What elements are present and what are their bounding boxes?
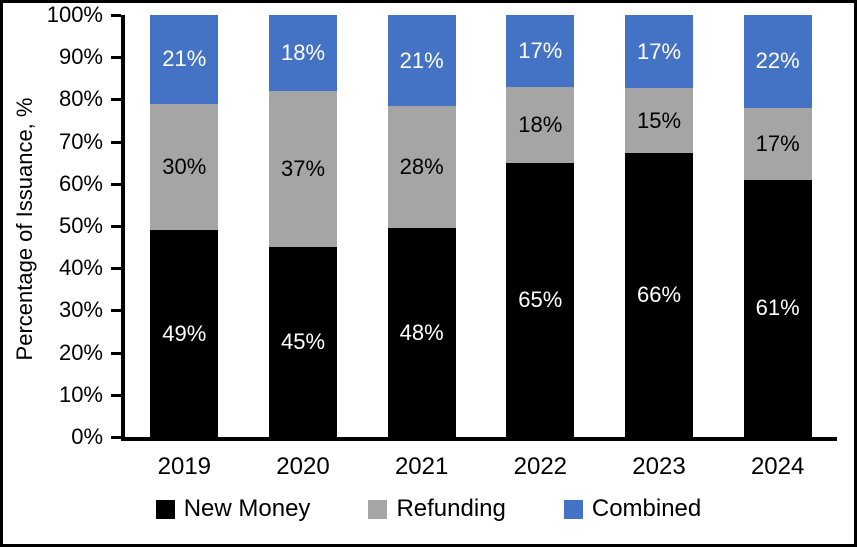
legend-item-refunding: Refunding [368,495,506,523]
y-tick-mark [111,309,121,313]
y-tick-mark [111,182,121,186]
y-tick-mark [111,225,121,228]
bar-segment-combined [150,15,219,104]
bar-segment-new-money [506,162,575,437]
y-tick-label: 20% [58,339,103,365]
y-tick-mark [111,351,121,355]
x-tick-label: 2020 [276,453,330,480]
bar-segment-combined [625,15,693,89]
x-tick-label: 2023 [632,453,686,480]
bar-segment-refunding [506,86,575,163]
x-tick-label: 2019 [157,453,212,480]
legend-label: Refunding [396,495,506,522]
bar-segment-new-money [625,152,693,437]
y-tick-mark [111,393,121,397]
bar-segment-refunding [269,90,337,248]
x-tick-label: 2024 [750,453,805,480]
y-tick-label: 40% [58,255,103,281]
bar-segment-new-money [150,230,219,437]
x-tick-label: 2022 [513,453,568,480]
y-tick-mark [111,267,121,271]
y-tick-label: 0% [71,424,103,449]
y-tick-mark [111,436,121,439]
bar-segment-combined [506,15,575,87]
bar-segment-refunding [150,103,219,231]
bar-segment-combined [743,15,812,108]
bar-segment-new-money [743,179,812,437]
legend-label: New Money [183,495,311,522]
bar-segment-new-money [387,228,456,437]
y-tick-label: 70% [58,128,103,154]
bar-segment-new-money [269,247,337,437]
y-tick-mark [111,14,121,17]
legend: New Money Refunding Combined [3,495,854,523]
y-tick-label: 90% [58,44,103,70]
y-tick-label: 30% [58,297,103,323]
x-tick-label: 2021 [394,453,449,480]
y-tick-mark [111,56,121,60]
y-tick-label: 80% [58,86,103,112]
legend-label: Combined [591,495,702,522]
bar-segment-refunding [743,107,812,180]
legend-swatch-icon [563,499,583,519]
y-tick-mark [111,140,121,144]
bar-segment-combined [269,15,337,91]
legend-item-new-money: New Money [155,495,311,523]
legend-swatch-icon [368,499,388,519]
plot-area: 49% 30% 21% 45% 37% 18% 48% 28% 21% 65% 18% 17% 66% 1… [121,15,837,441]
legend-item-combined: Combined [563,495,702,523]
bar-segment-combined [387,15,456,107]
bar-segment-refunding [625,88,693,153]
legend-swatch-icon [155,499,175,519]
bar-segment-refunding [387,106,456,229]
y-tick-mark [111,98,121,102]
y-tick-label: 60% [58,170,103,196]
y-tick-label: 100% [46,2,103,27]
y-tick-label: 10% [58,381,103,407]
y-tick-label: 50% [58,213,103,238]
